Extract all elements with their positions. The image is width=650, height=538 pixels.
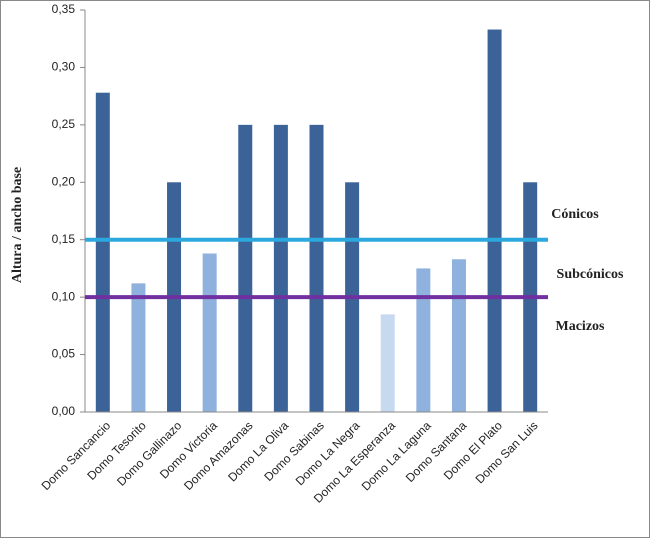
y-tick-label: 0,35 — [52, 2, 76, 16]
y-tick-label: 0,05 — [52, 347, 76, 361]
y-tick-label: 0,10 — [52, 289, 76, 303]
y-tick-label: 0,20 — [52, 174, 76, 188]
y-tick-label: 0,30 — [52, 60, 76, 74]
y-tick-label: 0,00 — [52, 404, 76, 418]
bar — [451, 259, 466, 412]
bar — [416, 268, 431, 412]
annotation: Subcónicos — [557, 267, 624, 282]
bar — [95, 92, 110, 412]
bar — [131, 283, 146, 412]
y-tick-label: 0,25 — [52, 117, 76, 131]
bar — [487, 29, 502, 412]
bar — [380, 314, 395, 412]
annotation: Macizos — [556, 319, 606, 334]
annotation: Cónicos — [551, 207, 599, 222]
y-tick-label: 0,15 — [52, 232, 76, 246]
y-axis-label: Altura / ancho base — [10, 167, 25, 283]
bar — [273, 124, 288, 412]
bar — [309, 124, 324, 412]
bar — [238, 124, 253, 412]
bar — [202, 253, 217, 412]
